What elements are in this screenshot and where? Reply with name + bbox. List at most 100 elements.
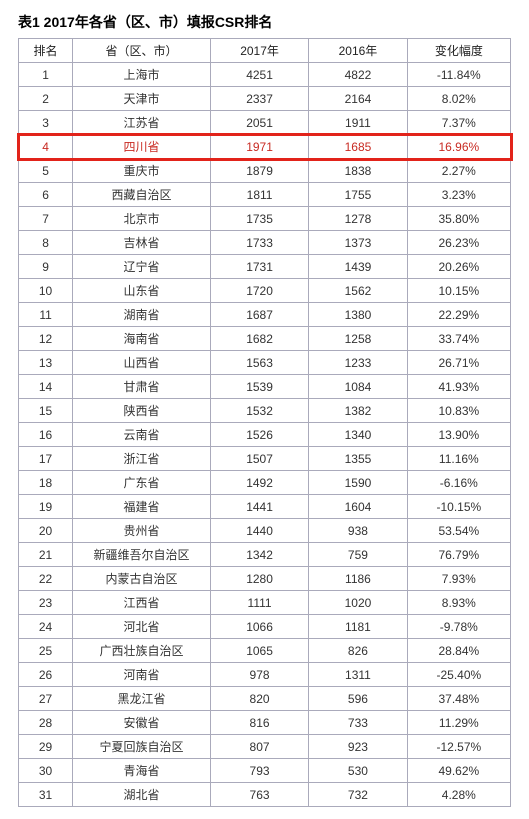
cell-y2017: 1731 [210, 255, 308, 279]
cell-y2017: 1811 [210, 183, 308, 207]
cell-province: 浙江省 [73, 447, 211, 471]
cell-y2017: 1065 [210, 639, 308, 663]
cell-rank: 27 [19, 687, 73, 711]
cell-y2017: 4251 [210, 63, 308, 87]
table-body: 1上海市42514822-11.84%2天津市233721648.02%3江苏省… [19, 63, 511, 807]
cell-y2017: 1526 [210, 423, 308, 447]
cell-rank: 23 [19, 591, 73, 615]
table-row: 13山西省1563123326.71% [19, 351, 511, 375]
cell-y2017: 820 [210, 687, 308, 711]
cell-y2016: 938 [309, 519, 407, 543]
cell-change: 49.62% [407, 759, 510, 783]
table-row: 15陕西省1532138210.83% [19, 399, 511, 423]
cell-y2017: 1111 [210, 591, 308, 615]
cell-change: -12.57% [407, 735, 510, 759]
cell-change: 8.02% [407, 87, 510, 111]
cell-y2016: 759 [309, 543, 407, 567]
cell-change: 33.74% [407, 327, 510, 351]
cell-province: 四川省 [73, 135, 211, 159]
cell-province: 江西省 [73, 591, 211, 615]
cell-province: 辽宁省 [73, 255, 211, 279]
table-row: 1上海市42514822-11.84% [19, 63, 511, 87]
cell-change: 41.93% [407, 375, 510, 399]
table-row: 9辽宁省1731143920.26% [19, 255, 511, 279]
cell-rank: 4 [19, 135, 73, 159]
cell-rank: 5 [19, 159, 73, 183]
table-row: 30青海省79353049.62% [19, 759, 511, 783]
cell-province: 福建省 [73, 495, 211, 519]
table-row: 14甘肃省1539108441.93% [19, 375, 511, 399]
cell-y2016: 1340 [309, 423, 407, 447]
cell-y2016: 732 [309, 783, 407, 807]
table-row: 8吉林省1733137326.23% [19, 231, 511, 255]
cell-change: -6.16% [407, 471, 510, 495]
cell-y2017: 1441 [210, 495, 308, 519]
header-rank: 排名 [19, 39, 73, 63]
cell-y2016: 1311 [309, 663, 407, 687]
cell-rank: 13 [19, 351, 73, 375]
cell-y2017: 1971 [210, 135, 308, 159]
header-2016: 2016年 [309, 39, 407, 63]
table-row: 31湖北省7637324.28% [19, 783, 511, 807]
cell-y2016: 826 [309, 639, 407, 663]
cell-rank: 19 [19, 495, 73, 519]
cell-y2017: 1563 [210, 351, 308, 375]
cell-province: 重庆市 [73, 159, 211, 183]
cell-y2016: 1380 [309, 303, 407, 327]
cell-change: 7.93% [407, 567, 510, 591]
cell-y2016: 1562 [309, 279, 407, 303]
cell-y2016: 530 [309, 759, 407, 783]
cell-province: 吉林省 [73, 231, 211, 255]
cell-rank: 17 [19, 447, 73, 471]
cell-change: 10.15% [407, 279, 510, 303]
cell-change: 53.54% [407, 519, 510, 543]
cell-rank: 12 [19, 327, 73, 351]
cell-change: 13.90% [407, 423, 510, 447]
cell-rank: 18 [19, 471, 73, 495]
cell-y2016: 1373 [309, 231, 407, 255]
cell-y2017: 1066 [210, 615, 308, 639]
cell-y2017: 1342 [210, 543, 308, 567]
cell-rank: 29 [19, 735, 73, 759]
table-row: 25广西壮族自治区106582628.84% [19, 639, 511, 663]
cell-province: 河南省 [73, 663, 211, 687]
cell-province: 天津市 [73, 87, 211, 111]
cell-y2016: 1233 [309, 351, 407, 375]
table-header-row: 排名 省（区、市） 2017年 2016年 变化幅度 [19, 39, 511, 63]
cell-y2016: 1838 [309, 159, 407, 183]
cell-province: 山西省 [73, 351, 211, 375]
cell-y2016: 1355 [309, 447, 407, 471]
cell-y2016: 1439 [309, 255, 407, 279]
cell-change: 26.71% [407, 351, 510, 375]
header-change: 变化幅度 [407, 39, 510, 63]
cell-rank: 25 [19, 639, 73, 663]
cell-y2017: 1280 [210, 567, 308, 591]
table-row: 20贵州省144093853.54% [19, 519, 511, 543]
table-row: 4四川省1971168516.96% [19, 135, 511, 159]
cell-y2016: 1278 [309, 207, 407, 231]
cell-rank: 7 [19, 207, 73, 231]
cell-province: 青海省 [73, 759, 211, 783]
cell-y2016: 1590 [309, 471, 407, 495]
cell-change: -25.40% [407, 663, 510, 687]
table-row: 17浙江省1507135511.16% [19, 447, 511, 471]
cell-y2017: 1507 [210, 447, 308, 471]
cell-rank: 28 [19, 711, 73, 735]
cell-y2016: 2164 [309, 87, 407, 111]
cell-rank: 22 [19, 567, 73, 591]
cell-province: 陕西省 [73, 399, 211, 423]
table-row: 5重庆市187918382.27% [19, 159, 511, 183]
cell-change: 20.26% [407, 255, 510, 279]
csr-ranking-table: 排名 省（区、市） 2017年 2016年 变化幅度 1上海市42514822-… [18, 38, 511, 807]
cell-change: 76.79% [407, 543, 510, 567]
cell-rank: 1 [19, 63, 73, 87]
cell-y2017: 1682 [210, 327, 308, 351]
cell-rank: 15 [19, 399, 73, 423]
table-row: 16云南省1526134013.90% [19, 423, 511, 447]
cell-province: 上海市 [73, 63, 211, 87]
cell-change: 16.96% [407, 135, 510, 159]
cell-change: 28.84% [407, 639, 510, 663]
cell-y2016: 1685 [309, 135, 407, 159]
table-row: 2天津市233721648.02% [19, 87, 511, 111]
cell-y2017: 978 [210, 663, 308, 687]
